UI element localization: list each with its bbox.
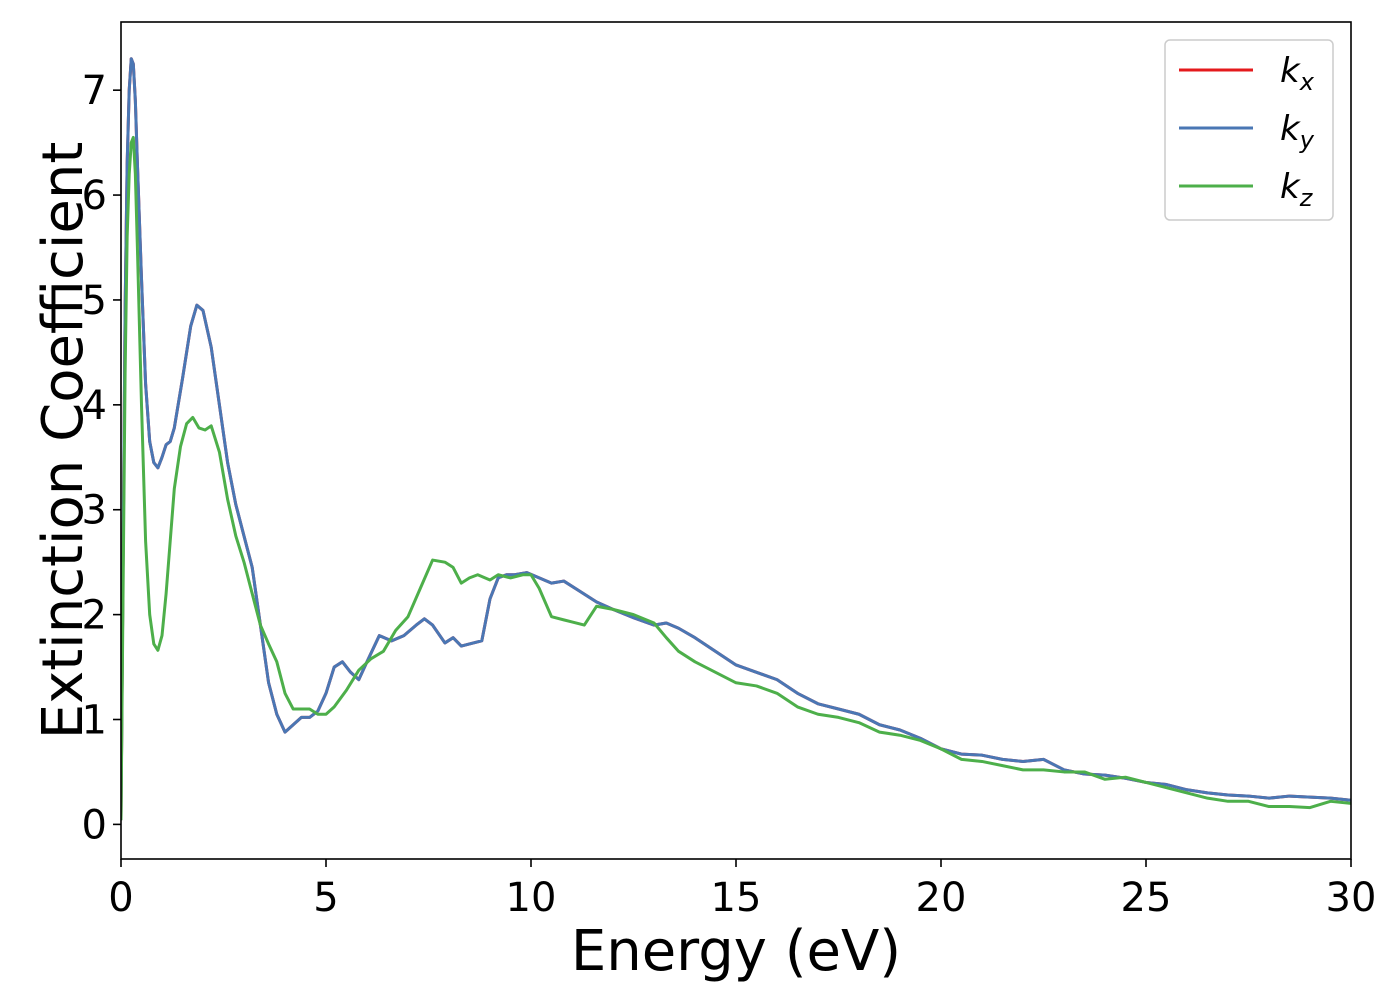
legend-label-base: k	[1280, 109, 1301, 149]
legend-label-subscript: z	[1299, 184, 1314, 212]
x-tick-label: 15	[711, 875, 762, 921]
series-line-z	[121, 135, 1351, 821]
x-tick-label: 25	[1121, 875, 1172, 921]
legend-box	[1164, 39, 1334, 221]
y-tick-label: 7	[82, 68, 107, 114]
legend-label-subscript: y	[1299, 126, 1315, 154]
x-axis: 0 5 10 15 20 25 30	[108, 859, 1376, 921]
y-axis-label: Extinction Coefficient	[31, 142, 96, 740]
y-tick-label: 2	[82, 593, 107, 639]
y-tick-label: 0	[82, 802, 107, 848]
legend-label-base: k	[1280, 51, 1301, 91]
legend-label-base: k	[1280, 167, 1301, 207]
x-tick-label: 0	[108, 875, 133, 921]
series-line-y	[121, 57, 1351, 821]
y-tick-label: 5	[82, 278, 107, 324]
x-tick-label: 20	[916, 875, 967, 921]
x-tick-label: 10	[506, 875, 557, 921]
y-axis: 0 1 2 3 4 5 6 7	[82, 68, 121, 848]
y-tick-label: 6	[82, 173, 107, 219]
x-axis-label: Energy (eV)	[571, 919, 901, 984]
y-tick-label: 3	[82, 488, 107, 534]
legend-label-subscript: x	[1299, 68, 1315, 96]
legend-label-x: kx	[1280, 51, 1315, 96]
y-tick-label: 4	[82, 383, 107, 429]
x-tick-label: 5	[313, 875, 338, 921]
legend-label-z: kz	[1280, 167, 1314, 212]
x-tick-label: 30	[1326, 875, 1377, 921]
series-lines	[121, 57, 1351, 821]
legend-label-y: ky	[1280, 109, 1315, 154]
y-tick-label: 1	[82, 698, 107, 744]
